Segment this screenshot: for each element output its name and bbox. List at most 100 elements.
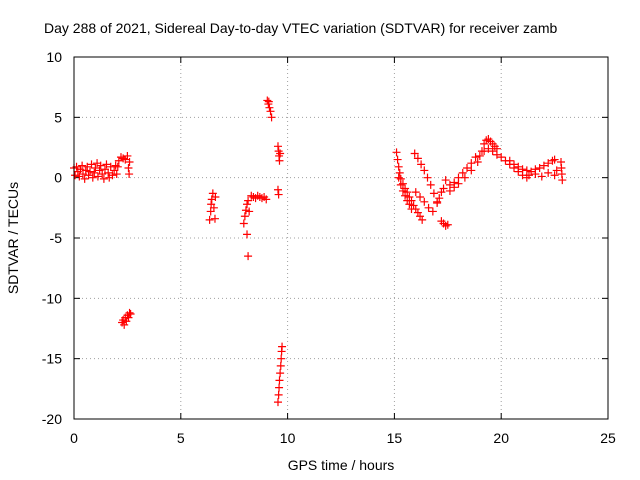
data-point — [273, 398, 282, 407]
data-point — [420, 166, 429, 175]
axis-ticks: 0 5 10 15 20 25 -20 -15 -10 -5 0 5 10 — [42, 49, 616, 446]
data-point — [488, 147, 497, 156]
data-point — [403, 188, 412, 197]
data-point — [83, 162, 92, 171]
data-point — [435, 194, 444, 203]
data-point — [106, 162, 115, 171]
data-point — [550, 171, 559, 180]
data-point — [277, 354, 286, 363]
y-tick-label: 10 — [46, 49, 62, 65]
data-point — [267, 113, 276, 122]
y-tick-label: -20 — [42, 411, 62, 427]
data-point — [417, 160, 426, 169]
data-point — [78, 161, 87, 170]
y-axis-label: SDTVAR / TECUs — [5, 182, 21, 294]
data-point — [437, 188, 446, 197]
data-point — [441, 176, 450, 185]
x-tick-label: 15 — [387, 430, 403, 446]
data-point — [403, 196, 412, 205]
data-point — [125, 157, 134, 166]
data-point — [443, 220, 452, 229]
data-point — [531, 170, 540, 179]
y-tick-label: 5 — [54, 109, 62, 125]
y-tick-label: -10 — [42, 290, 62, 306]
data-point — [510, 160, 519, 169]
data-point — [471, 153, 480, 162]
data-point — [104, 168, 113, 177]
data-point — [463, 164, 472, 173]
data-point — [276, 361, 285, 370]
data-point — [123, 151, 132, 160]
data-point — [244, 252, 253, 261]
data-point — [98, 170, 107, 179]
data-point — [211, 192, 220, 201]
data-point — [278, 342, 287, 351]
data-point — [418, 215, 427, 224]
data-point — [275, 156, 284, 165]
data-point — [90, 168, 99, 177]
data-point — [266, 107, 275, 116]
data-point — [407, 205, 416, 214]
y-tick-label: -5 — [50, 230, 63, 246]
data-point — [96, 161, 105, 170]
data-point — [514, 162, 523, 171]
data-point — [482, 136, 491, 145]
data-point — [394, 162, 403, 171]
data-point — [537, 172, 546, 181]
data-point — [81, 166, 90, 175]
data-point — [410, 149, 419, 158]
data-point — [243, 230, 252, 239]
data-point — [492, 150, 501, 159]
data-point — [126, 310, 135, 319]
data-point — [80, 174, 89, 183]
data-point — [467, 166, 476, 175]
data-point — [240, 212, 249, 221]
data-point — [505, 156, 514, 165]
data-point — [428, 207, 437, 216]
data-point — [274, 190, 283, 199]
data-point — [405, 200, 414, 209]
chart-title: Day 288 of 2021, Sidereal Day-to-day VTE… — [44, 20, 557, 36]
x-tick-label: 5 — [177, 430, 185, 446]
data-point — [93, 172, 102, 181]
data-point — [264, 97, 273, 106]
data-point — [86, 167, 95, 176]
data-point — [275, 383, 284, 392]
data-point — [275, 376, 284, 385]
data-point — [550, 155, 559, 164]
data-point — [426, 180, 435, 189]
data-point — [413, 208, 422, 217]
data-point — [209, 203, 218, 212]
data-point — [445, 186, 454, 195]
data-point — [429, 189, 438, 198]
data-point — [460, 173, 469, 182]
plot-frame — [73, 56, 609, 420]
data-point — [401, 191, 410, 200]
data-point — [265, 103, 274, 112]
data-point — [497, 153, 506, 162]
data-point — [467, 159, 476, 168]
data-point — [484, 144, 493, 153]
data-point — [76, 165, 85, 174]
data-point — [392, 148, 401, 157]
y-tick-label: 0 — [54, 170, 62, 186]
data-point — [125, 308, 134, 317]
data-point — [393, 155, 402, 164]
data-point — [113, 162, 122, 171]
data-point — [405, 192, 414, 201]
data-point — [458, 168, 467, 177]
data-point — [124, 164, 133, 173]
data-point — [262, 195, 271, 204]
data-point — [276, 149, 285, 158]
data-point — [84, 171, 93, 180]
data-point — [398, 186, 407, 195]
data-point — [480, 147, 489, 156]
data-point — [539, 161, 548, 170]
data-point — [205, 215, 214, 224]
data-point — [409, 201, 418, 210]
data-point — [273, 185, 282, 194]
data-point — [91, 164, 100, 173]
data-point — [274, 390, 283, 399]
x-tick-label: 25 — [600, 430, 616, 446]
data-point — [108, 171, 117, 180]
